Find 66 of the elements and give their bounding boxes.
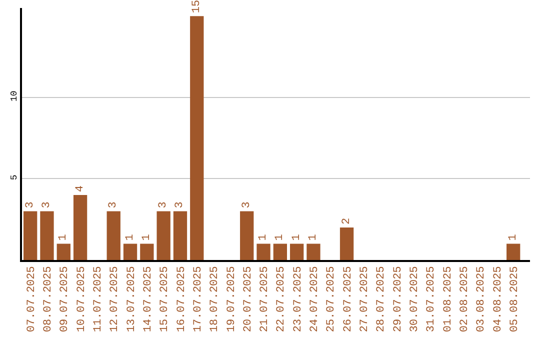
x-tick-label: 15.07.2025	[159, 266, 172, 332]
x-tick-label: 13.07.2025	[126, 266, 138, 332]
bar	[40, 211, 54, 260]
data-label: 1	[258, 234, 270, 241]
x-tick-label: 31.07.2025	[426, 266, 438, 332]
bar	[140, 244, 154, 260]
data-label: 1	[58, 234, 70, 241]
x-tick-label: 28.07.2025	[376, 266, 388, 332]
x-tick-label: 30.07.2025	[408, 266, 421, 332]
bar	[106, 211, 120, 260]
data-label: 1	[140, 234, 153, 241]
x-tick-label: 19.07.2025	[226, 266, 238, 332]
data-label: 3	[158, 202, 170, 208]
data-label: 3	[40, 202, 53, 208]
x-tick-label: 20.07.2025	[242, 266, 254, 332]
x-tick-label: 25.07.2025	[326, 266, 338, 332]
x-tick-label: 14.07.2025	[142, 266, 154, 332]
x-tick-label: 02.08.2025	[458, 266, 471, 332]
bar	[56, 244, 70, 260]
data-label: 15	[190, 0, 203, 14]
data-label: 3	[24, 202, 36, 208]
bar	[290, 244, 304, 260]
x-tick-label: 16.07.2025	[176, 266, 188, 332]
data-label: 1	[274, 234, 286, 241]
data-label: 3	[174, 202, 186, 208]
x-tick-label: 05.08.2025	[508, 266, 521, 332]
x-tick-label: 18.07.2025	[209, 266, 222, 332]
data-label: 4	[74, 184, 86, 192]
x-tick-label: 04.08.2025	[492, 266, 504, 332]
x-tick-label: 01.08.2025	[442, 266, 454, 332]
bar	[306, 244, 320, 260]
bar	[123, 244, 138, 260]
bar	[24, 211, 38, 260]
data-label: 3	[240, 202, 253, 208]
data-label: 1	[307, 234, 320, 241]
y-tick-label: 10	[10, 90, 20, 102]
x-tick-label: 09.07.2025	[59, 266, 72, 332]
x-tick-label: 11.07.2025	[92, 266, 105, 332]
x-tick-label: 03.08.2025	[476, 266, 488, 332]
bar	[173, 211, 188, 260]
bar	[190, 16, 204, 260]
x-tick-label: 26.07.2025	[342, 266, 354, 332]
bar	[256, 244, 270, 260]
bar	[340, 227, 354, 260]
data-label: 1	[507, 234, 520, 241]
x-tick-label: 24.07.2025	[309, 266, 322, 332]
x-tick-label: 29.07.2025	[392, 266, 404, 332]
data-label: 2	[340, 218, 353, 224]
bar	[73, 194, 88, 260]
x-tick-label: 21.07.2025	[259, 266, 272, 332]
x-tick-label: 22.07.2025	[276, 266, 288, 332]
x-tick-label: 08.07.2025	[42, 266, 55, 332]
data-label: 3	[108, 202, 120, 208]
x-tick-label: 07.07.2025	[26, 266, 38, 332]
bar	[506, 244, 520, 260]
y-tick-label: 5	[10, 174, 20, 180]
x-tick-label: 12.07.2025	[109, 266, 122, 332]
bar	[156, 211, 170, 260]
data-label: 1	[290, 234, 303, 241]
data-label: 1	[124, 234, 136, 241]
x-tick-label: 23.07.2025	[292, 266, 304, 332]
x-tick-label: 27.07.2025	[359, 266, 372, 332]
x-tick-label: 10.07.2025	[76, 266, 88, 332]
bar	[240, 211, 254, 260]
x-tick-label: 17.07.2025	[192, 266, 204, 332]
bar	[273, 244, 287, 260]
